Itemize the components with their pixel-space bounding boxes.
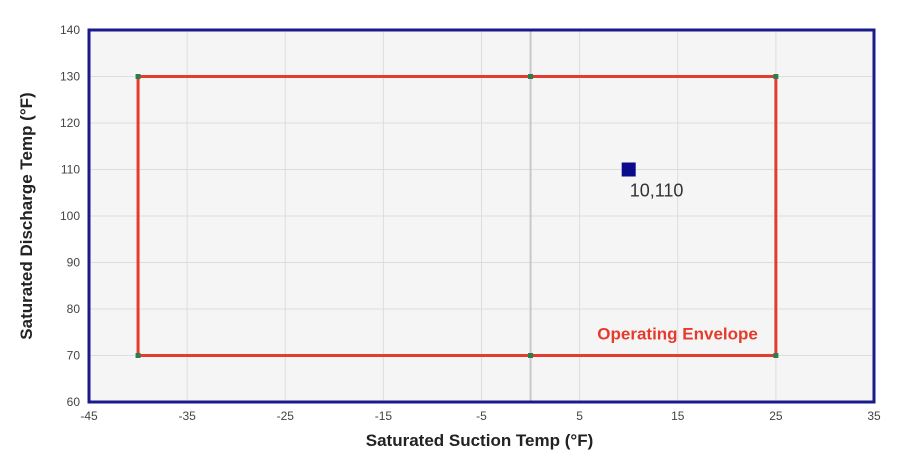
x-tick-label: -45	[80, 409, 98, 423]
x-tick-label: 25	[769, 409, 783, 423]
y-tick-label: 80	[67, 302, 81, 316]
x-tick-label: -25	[277, 409, 295, 423]
x-tick-label: 35	[867, 409, 881, 423]
plot-frame	[87, 28, 876, 404]
data-points: 10,110	[621, 162, 684, 201]
y-tick-label: 70	[67, 349, 81, 363]
y-tick-label: 120	[60, 116, 80, 130]
envelope-vertex	[528, 74, 534, 79]
envelope-vertices	[135, 74, 779, 358]
envelope-vertex	[528, 353, 534, 358]
y-axis-title: Saturated Discharge Temp (°F)	[17, 92, 36, 339]
data-point	[621, 162, 636, 177]
x-axis-title: Saturated Suction Temp (°F)	[366, 431, 594, 450]
envelope-label: Operating Envelope	[597, 325, 758, 344]
envelope-vertex	[135, 74, 141, 79]
x-tick-labels: -45 -35 -25 -15 -5 5 15 25 35	[80, 409, 881, 423]
y-tick-label: 130	[60, 70, 80, 84]
data-point-label: 10,110	[630, 181, 684, 201]
envelope-vertex	[773, 74, 779, 79]
envelope-vertex	[773, 353, 779, 358]
x-tick-label: -5	[476, 409, 487, 423]
y-tick-label: 90	[67, 256, 81, 270]
y-tick-label: 110	[61, 163, 80, 177]
x-tick-label: -35	[178, 409, 196, 423]
y-tick-label: 140	[60, 23, 80, 37]
x-tick-label: 5	[576, 409, 583, 423]
x-tick-label: -15	[375, 409, 393, 423]
y-tick-label: 100	[60, 209, 80, 223]
envelope-vertex	[135, 353, 141, 358]
x-tick-label: 15	[671, 409, 685, 423]
y-tick-labels: 60 70 80 90 100 110 120 130 140	[60, 23, 80, 409]
y-tick-label: 60	[67, 395, 81, 409]
